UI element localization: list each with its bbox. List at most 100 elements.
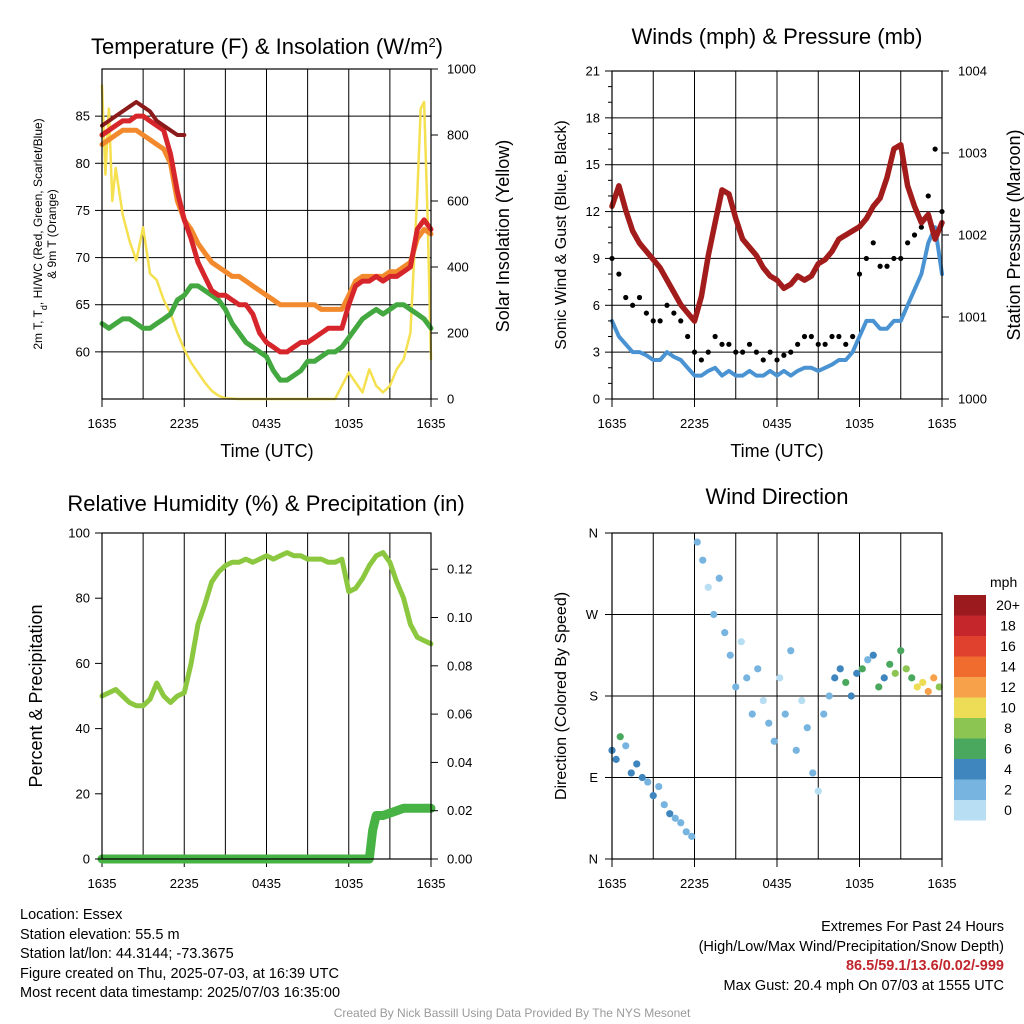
direction-point bbox=[864, 656, 872, 664]
direction-point bbox=[924, 687, 932, 696]
extremes-values: 86.5/59.1/13.6/0.02/-999 bbox=[845, 958, 1004, 974]
gust-point bbox=[925, 193, 931, 199]
direction-point bbox=[869, 651, 877, 659]
gust-point bbox=[884, 263, 890, 269]
direction-point bbox=[721, 629, 729, 637]
direction-point bbox=[820, 710, 828, 718]
temp-2m-line bbox=[99, 113, 434, 355]
colorbar-label: 18 bbox=[1000, 618, 1016, 634]
direction-point bbox=[776, 674, 784, 682]
gust-point bbox=[918, 224, 924, 230]
y-tick-label: 60 bbox=[76, 344, 90, 359]
y-tick-label: 0 bbox=[83, 852, 90, 867]
direction-point bbox=[765, 719, 773, 727]
y-tick-label: 12 bbox=[586, 204, 600, 219]
direction-point bbox=[908, 674, 916, 682]
direction-point bbox=[622, 742, 630, 750]
y2-tick-label: 0.08 bbox=[447, 658, 472, 673]
gust-point bbox=[753, 349, 759, 355]
colorbar-label: 0 bbox=[1004, 802, 1012, 818]
y-tick-label: E bbox=[589, 770, 598, 785]
direction-point bbox=[847, 692, 855, 700]
direction-point bbox=[693, 538, 701, 546]
x-tick-label: 1635 bbox=[598, 416, 627, 431]
temp-ylabel-line1: 2m T, Td, HI/WC (Red, Green, Scarlet/Blu… bbox=[31, 118, 49, 349]
colorbar-swatch bbox=[954, 636, 986, 657]
direction-point bbox=[809, 769, 817, 777]
direction-point bbox=[853, 669, 861, 677]
gust-point bbox=[643, 310, 649, 316]
gust-point bbox=[657, 318, 663, 324]
info-location: Location: Essex bbox=[20, 907, 123, 923]
x-tick-label: 2235 bbox=[170, 416, 199, 431]
colorbar-label: 8 bbox=[1004, 720, 1012, 736]
direction-point bbox=[627, 769, 635, 777]
gust-point bbox=[863, 255, 869, 262]
direction-point bbox=[787, 647, 795, 655]
y2-tick-label: 0.04 bbox=[447, 755, 472, 770]
gust-point bbox=[712, 333, 718, 340]
x-tick-label: 2235 bbox=[680, 416, 709, 431]
gust-point bbox=[801, 333, 808, 340]
direction-point bbox=[660, 801, 668, 809]
y-tick-label: 20 bbox=[76, 786, 90, 801]
x-tick-label: 1035 bbox=[845, 416, 874, 431]
y-tick-label: 85 bbox=[76, 109, 90, 124]
y2-tick-label: 400 bbox=[447, 260, 469, 275]
colorbar-swatch bbox=[954, 595, 986, 616]
gust-point bbox=[788, 349, 794, 355]
gust-point bbox=[678, 318, 684, 324]
direction-point bbox=[710, 610, 718, 619]
gust-point bbox=[877, 263, 883, 269]
direction-point bbox=[886, 660, 894, 668]
wind-xlabel: Time (UTC) bbox=[730, 441, 823, 461]
y-tick-label: S bbox=[589, 689, 598, 704]
y-tick-label: N bbox=[589, 852, 598, 867]
pressure-line bbox=[609, 142, 945, 324]
direction-point bbox=[792, 746, 800, 754]
gust-point bbox=[905, 240, 911, 246]
speed-colorbar: 20+ 18 16 14 12 10 8 6 4 2 0 bbox=[954, 595, 1020, 821]
colorbar-swatch bbox=[954, 718, 986, 739]
direction-point bbox=[688, 832, 696, 840]
gust-point bbox=[822, 341, 828, 347]
y2-tick-label: 800 bbox=[447, 128, 469, 143]
y-tick-label: 80 bbox=[76, 156, 90, 171]
y-tick-label: 100 bbox=[68, 526, 90, 541]
dir-title: Wind Direction bbox=[705, 484, 848, 509]
colorbar-label: 12 bbox=[1000, 679, 1016, 695]
extremes-heading: Extremes For Past 24 Hours bbox=[821, 919, 1004, 935]
y-tick-label: 21 bbox=[586, 64, 600, 79]
colorbar-swatch bbox=[954, 615, 986, 636]
temp-ylabel-line2: & 9m T (Orange) bbox=[45, 189, 59, 279]
direction-point bbox=[935, 683, 943, 691]
colorbar-label: 2 bbox=[1004, 782, 1012, 798]
x-tick-label: 1635 bbox=[88, 876, 117, 891]
x-tick-label: 0435 bbox=[252, 416, 281, 431]
x-tick-label: 1635 bbox=[928, 416, 957, 431]
gust-point bbox=[650, 318, 656, 324]
gust-point bbox=[850, 333, 856, 340]
direction-point bbox=[726, 651, 734, 659]
y2-tick-label: 0.02 bbox=[447, 803, 472, 818]
y-tick-label: 40 bbox=[76, 721, 90, 736]
x-tick-label: 1635 bbox=[417, 876, 446, 891]
direction-point bbox=[743, 674, 751, 682]
x-tick-label: 1635 bbox=[417, 416, 446, 431]
temp-title-sup: 2 bbox=[428, 35, 435, 50]
colorbar-label: 14 bbox=[1000, 659, 1016, 675]
direction-point bbox=[704, 583, 712, 591]
x-tick-label: 0435 bbox=[252, 876, 281, 891]
y-tick-label: W bbox=[586, 607, 599, 622]
gust-point bbox=[733, 349, 739, 355]
y-tick-label: 80 bbox=[76, 591, 90, 606]
max-gust: Max Gust: 20.4 mph On 07/03 at 1555 UTC bbox=[723, 977, 1004, 994]
gust-point bbox=[870, 240, 876, 246]
gust-point bbox=[616, 271, 622, 277]
gust-point bbox=[746, 341, 753, 347]
gust-point bbox=[774, 357, 780, 363]
y-tick-label: 18 bbox=[586, 110, 600, 125]
gust-point bbox=[664, 302, 670, 308]
info-created: Figure created on Thu, 2025-07-03, at 16… bbox=[20, 965, 339, 982]
